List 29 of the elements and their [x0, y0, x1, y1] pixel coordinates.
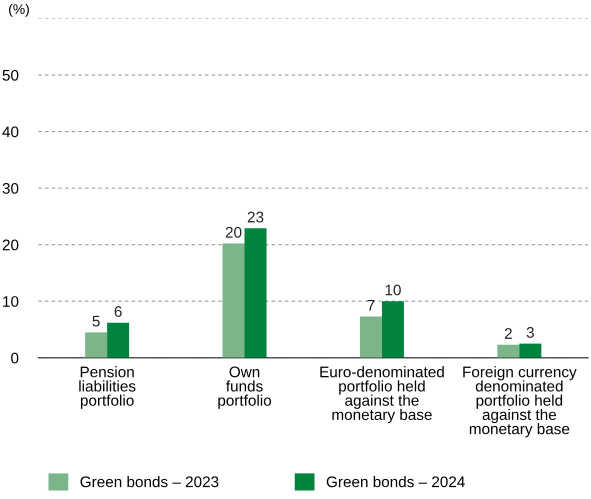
- data-label: 20: [226, 226, 242, 238]
- bar: [85, 332, 108, 358]
- data-label: 5: [92, 316, 100, 327]
- x-tick-label: Foreign currency denominated portfolio held against the monetary base: [463, 366, 577, 438]
- bar: [107, 322, 130, 358]
- data-label: 10: [386, 284, 401, 296]
- x-tick-label: Own funds portfolio: [218, 366, 272, 409]
- bar: [519, 344, 542, 358]
- y-tick-label: 10: [3, 296, 18, 307]
- x-tick-label: Euro-denominated portfolio held against the monetary base: [320, 366, 444, 424]
- bar: [497, 344, 520, 358]
- legend-label: Green bonds – 2024: [326, 476, 465, 488]
- y-tick-label: 30: [2, 182, 18, 194]
- x-tick-label: Pension liabilities portfolio: [79, 366, 136, 409]
- data-label: 7: [367, 300, 374, 311]
- y-tick-label: 0: [11, 352, 18, 364]
- data-label: 6: [114, 306, 122, 317]
- data-label: 3: [526, 327, 534, 338]
- data-label: 2: [504, 328, 512, 339]
- y-tick-label: 50: [2, 70, 18, 81]
- y-axis-title: (%): [9, 4, 29, 17]
- bar: [244, 228, 267, 358]
- legend-label: Green bonds – 2023: [80, 476, 218, 488]
- data-label: 23: [248, 212, 264, 222]
- bar: [360, 316, 382, 358]
- y-tick-label: 40: [2, 126, 18, 138]
- bar: [222, 244, 245, 358]
- y-tick-label: 20: [2, 240, 18, 250]
- bar: [382, 301, 404, 358]
